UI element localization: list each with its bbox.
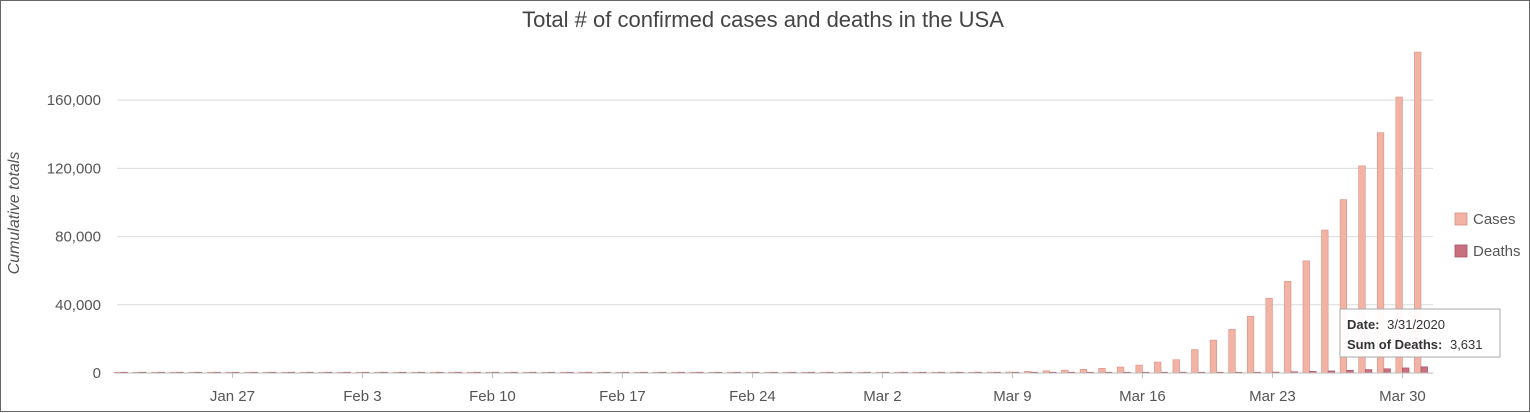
bar-cases-3/17[interactable] bbox=[1154, 361, 1162, 374]
y-tick-label: 160,000 bbox=[47, 92, 101, 109]
bar-cases-3/15[interactable] bbox=[1116, 366, 1125, 374]
x-axis-ticks: Jan 27 Feb 3 Feb 10 Feb 17 Feb 24 Mar 2 Mar 9 M… bbox=[210, 373, 1426, 405]
bar-cases-3/23[interactable] bbox=[1265, 297, 1273, 374]
legend-swatch-cases[interactable] bbox=[1454, 212, 1468, 226]
x-tick-label: Feb 3 bbox=[343, 388, 381, 405]
y-tick-label: 120,000 bbox=[47, 160, 101, 177]
y-tick-label: 0 bbox=[93, 365, 101, 382]
tooltip: Date: 3/31/2020 Sum of Deaths: 3,631 bbox=[1339, 308, 1501, 358]
legend-label-cases[interactable]: Cases bbox=[1473, 211, 1516, 228]
tooltip-sum-label: Sum of Deaths: bbox=[1347, 337, 1442, 352]
bar-cases-3/20[interactable] bbox=[1209, 339, 1218, 374]
bar-cases-3/16[interactable] bbox=[1135, 364, 1143, 374]
y-tick-label: 40,000 bbox=[55, 297, 101, 314]
bar-cases-3/25[interactable] bbox=[1302, 260, 1310, 374]
bar-deaths-3/31[interactable] bbox=[1420, 366, 1428, 374]
bar-cases-3/21[interactable] bbox=[1228, 329, 1236, 374]
tooltip-sum-value: 3,631 bbox=[1450, 337, 1483, 352]
x-tick-label: Feb 10 bbox=[469, 388, 516, 405]
bar-cases-3/24[interactable] bbox=[1284, 281, 1292, 374]
tooltip-date: Date: 3/31/2020 bbox=[1347, 317, 1445, 332]
bar-deaths-3/30[interactable] bbox=[1402, 367, 1410, 374]
bar-deaths-3/28[interactable] bbox=[1364, 369, 1373, 374]
legend-swatch-deaths[interactable] bbox=[1454, 244, 1468, 258]
chart-title: Total # of confirmed cases and deaths in… bbox=[522, 7, 1004, 32]
x-tick-label: Mar 30 bbox=[1379, 388, 1426, 405]
y-axis-label: Cumulative totals bbox=[6, 152, 23, 275]
x-tick-label: Mar 16 bbox=[1119, 388, 1166, 405]
gridlines bbox=[117, 99, 1433, 306]
bar-cases-3/19[interactable] bbox=[1191, 349, 1199, 374]
tooltip-date-label: Date: bbox=[1347, 317, 1380, 332]
legend[interactable]: Cases Deaths bbox=[1454, 211, 1521, 260]
tooltip-sum: Sum of Deaths: 3,631 bbox=[1347, 337, 1483, 352]
bar-deaths-3/29[interactable] bbox=[1383, 368, 1391, 374]
tooltip-box bbox=[1339, 308, 1501, 358]
bar-cases-3/22[interactable] bbox=[1246, 315, 1255, 374]
y-axis-ticks: 0 40,000 80,000 120,000 160,000 bbox=[47, 92, 101, 382]
x-tick-label: Mar 9 bbox=[993, 388, 1031, 405]
x-tick-label: Mar 23 bbox=[1249, 388, 1296, 405]
legend-label-deaths[interactable]: Deaths bbox=[1473, 243, 1521, 260]
x-tick-label: Feb 24 bbox=[729, 388, 776, 405]
bar-cases-3/14[interactable] bbox=[1098, 368, 1106, 374]
bar-cases-3/26[interactable] bbox=[1321, 229, 1329, 374]
x-tick-label: Mar 2 bbox=[863, 388, 901, 405]
tooltip-date-value: 3/31/2020 bbox=[1387, 317, 1445, 332]
bar-cases-3/18[interactable] bbox=[1172, 359, 1180, 374]
x-tick-label: Jan 27 bbox=[210, 388, 255, 405]
x-tick-label: Feb 17 bbox=[599, 388, 646, 405]
y-tick-label: 80,000 bbox=[55, 229, 101, 246]
bar-cases-3/13[interactable] bbox=[1079, 368, 1088, 374]
